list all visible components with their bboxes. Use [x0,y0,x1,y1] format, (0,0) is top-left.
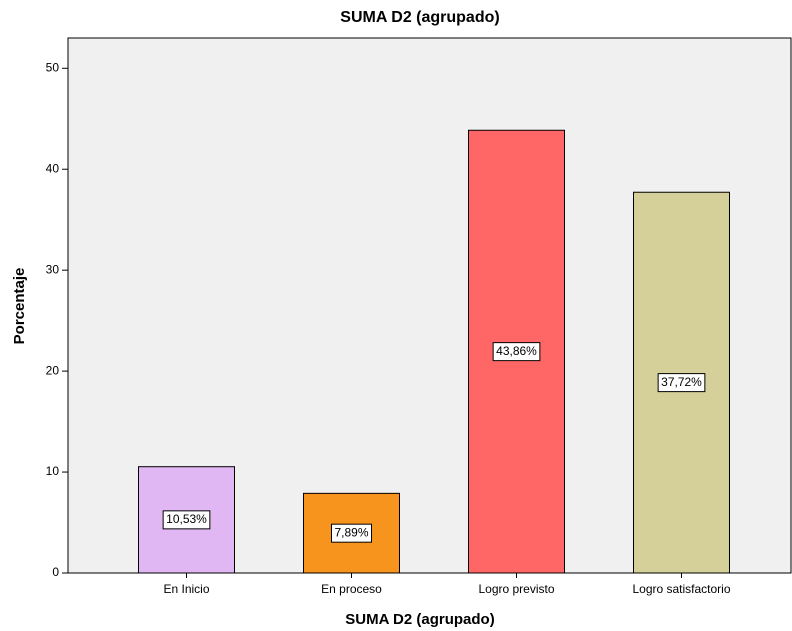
data-label-box [162,510,211,530]
chart-title: SUMA D2 (agrupado) [340,9,499,26]
y-tick-label: 40 [46,161,60,175]
y-tick-label: 10 [46,464,60,478]
x-tick-label: Logro previsto [478,582,554,596]
x-tick-label: En Inicio [163,582,209,596]
y-tick-label: 20 [46,363,60,377]
data-label-box [330,523,373,543]
x-axis-title: SUMA D2 (agrupado) [345,611,494,628]
data-label-box [492,342,541,362]
y-tick-label: 50 [46,60,60,74]
data-label: 10,53% [166,512,207,526]
data-label: 43,86% [496,344,537,358]
y-axis-title: Porcentaje [11,268,28,345]
y-tick-label: 30 [46,262,60,276]
data-label: 37,72% [661,375,702,389]
x-tick-label: En proceso [321,582,382,596]
y-tick-label: 0 [52,565,59,579]
data-label: 7,89% [334,525,368,539]
data-label-box [657,373,706,393]
x-tick-label: Logro satisfactorio [632,582,730,596]
